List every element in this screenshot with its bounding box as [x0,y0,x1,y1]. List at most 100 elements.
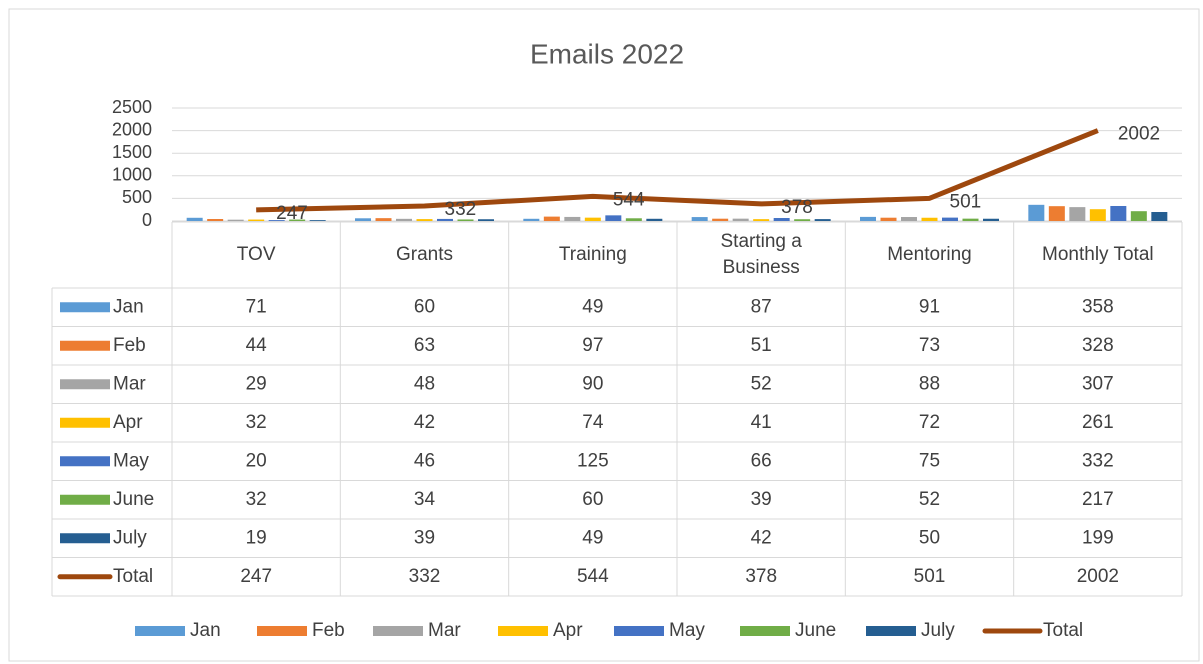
table-value: 261 [1082,412,1114,433]
bar [901,217,917,221]
bar [625,218,642,221]
bar [289,219,306,221]
bar [564,216,581,221]
legend-label: June [795,620,836,641]
bar [309,220,326,221]
table-value: 44 [246,335,268,356]
row-label: May [113,450,149,471]
table-value: 88 [919,373,940,394]
legend-key [60,456,110,467]
y-tick-label: 0 [142,210,152,230]
bar [983,218,999,221]
table-value: 544 [577,566,609,587]
table-value: 20 [246,450,267,471]
table-value: 39 [751,489,772,510]
table-value: 358 [1082,296,1114,317]
table-value: 63 [414,335,435,356]
row-label: June [113,489,154,510]
legend-label: Jan [190,620,221,641]
legend-key [60,417,110,428]
bar [1048,206,1065,221]
table-value: 60 [582,489,603,510]
table-value: 125 [577,450,609,471]
legend-key [60,494,110,505]
category-label: Starting a Business [720,231,802,278]
legend-label: Feb [312,620,345,641]
bar [732,218,749,221]
column-header: Monthly Total [1042,244,1154,266]
bar [605,215,622,221]
table-value: 29 [246,373,267,394]
y-tick-label: 2000 [112,119,152,139]
table-value: 332 [1082,450,1114,471]
data-label: 2002 [1118,124,1160,145]
table-value: 32 [246,489,267,510]
y-tick-label: 2500 [112,97,152,117]
bar [794,219,811,221]
y-tick-label: 1500 [112,142,152,162]
table-value: 46 [414,450,435,471]
legend-swatch [373,626,423,636]
bar [880,217,897,221]
column-header: Mentoring [887,244,972,266]
table-value: 71 [246,296,267,317]
column-header: Grants [396,244,453,265]
table-value: 199 [1082,527,1114,548]
bar [416,219,433,221]
chart-title: Emails 2022 [530,38,684,69]
table-value: 217 [1082,489,1114,510]
table-value: 74 [582,412,604,433]
bar [1110,205,1127,221]
bar [691,217,708,221]
table-value: 32 [246,412,267,433]
category-label: Mentoring [887,244,972,266]
table-value: 42 [414,412,435,433]
table-value: 73 [919,335,940,356]
legend-label: Apr [553,620,583,641]
table-value: 2002 [1077,566,1119,587]
table-value: 307 [1082,373,1114,394]
table-value: 75 [919,450,940,471]
chart-frame [8,8,1200,662]
bar [1151,212,1168,221]
category-label: Monthly Total [1042,244,1154,266]
table-value: 66 [751,450,772,471]
table-value: 332 [409,566,441,587]
bar [523,218,540,221]
bar [584,217,601,221]
row-label: July [113,527,147,548]
bar [186,217,203,221]
row-label: Total [113,566,153,587]
bar [814,219,831,221]
column-header: Starting a Business [720,231,802,278]
legend-label: July [921,620,955,641]
legend-swatch [740,626,790,636]
bar [712,218,729,221]
bar [396,218,412,221]
data-label: 501 [950,191,982,212]
table-value: 87 [751,296,772,317]
bar [860,216,876,221]
column-header: TOV [236,244,276,266]
legend-swatch [614,626,664,636]
table-value: 34 [414,489,436,510]
category-label: TOV [236,244,276,266]
bar [1069,207,1086,221]
legend-label: May [669,620,705,641]
legend-swatch [498,626,548,636]
table-value: 501 [914,566,946,587]
table-value: 328 [1082,335,1114,356]
table-value: 49 [582,296,603,317]
bar [268,220,285,221]
table-value: 42 [751,527,772,548]
category-label: Training [558,244,627,266]
table-value: 41 [751,412,772,433]
column-header: Training [558,244,627,266]
bar [478,219,494,221]
bar [457,219,474,221]
bar [773,218,790,221]
table-value: 72 [919,412,940,433]
bar [1089,209,1106,221]
row-label: Jan [113,296,144,317]
